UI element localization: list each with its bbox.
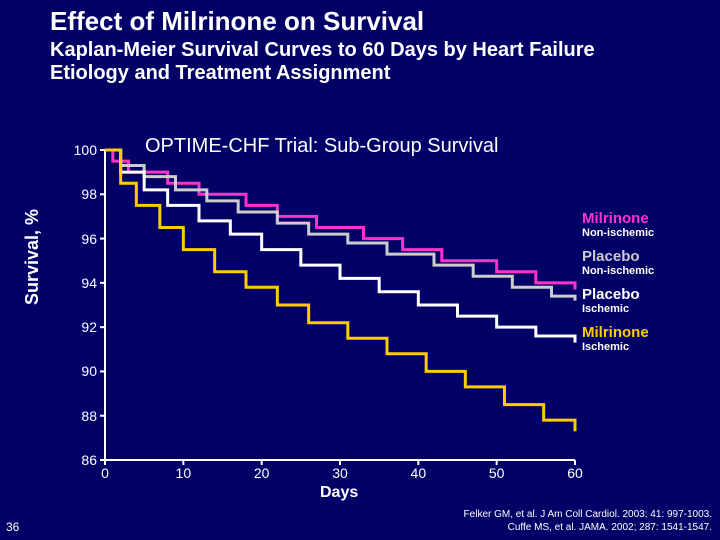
citation-line: Cuffe MS, et al. JAMA. 2002; 287: 1541-1… bbox=[464, 522, 712, 535]
legend-entry: MilrinoneNon-ischemic bbox=[582, 210, 712, 239]
series-milrinone_ischemic bbox=[105, 150, 575, 431]
legend-name: Milrinone bbox=[582, 210, 712, 227]
ytick-label: 100 bbox=[67, 142, 97, 158]
slide-subtitle: Kaplan-Meier Survival Curves to 60 Days … bbox=[0, 37, 720, 85]
chart-legend: MilrinoneNon-ischemicPlaceboNon-ischemic… bbox=[582, 210, 712, 362]
xtick-label: 10 bbox=[168, 465, 198, 481]
legend-sub: Ischemic bbox=[582, 341, 712, 353]
slide-title: Effect of Milrinone on Survival bbox=[0, 0, 720, 37]
ytick-label: 94 bbox=[67, 275, 97, 291]
legend-sub: Ischemic bbox=[582, 303, 712, 315]
chart-svg bbox=[105, 150, 575, 460]
legend-name: Placebo bbox=[582, 286, 712, 303]
ytick-label: 98 bbox=[67, 186, 97, 202]
ytick-label: 92 bbox=[67, 319, 97, 335]
legend-sub: Non-ischemic bbox=[582, 227, 712, 239]
legend-name: Placebo bbox=[582, 248, 712, 265]
xtick-label: 50 bbox=[482, 465, 512, 481]
x-axis-label: Days bbox=[320, 484, 358, 502]
legend-name: Milrinone bbox=[582, 324, 712, 341]
slide-number: 36 bbox=[6, 520, 19, 534]
xtick-label: 40 bbox=[403, 465, 433, 481]
xtick-label: 20 bbox=[247, 465, 277, 481]
survival-chart: 868890929496981000102030405060 bbox=[105, 150, 575, 460]
ytick-label: 90 bbox=[67, 363, 97, 379]
legend-sub: Non-ischemic bbox=[582, 265, 712, 277]
xtick-label: 30 bbox=[325, 465, 355, 481]
citation-line: Felker GM, et al. J Am Coll Cardiol. 200… bbox=[464, 509, 712, 522]
xtick-label: 60 bbox=[560, 465, 590, 481]
citation-block: Felker GM, et al. J Am Coll Cardiol. 200… bbox=[464, 509, 712, 534]
y-axis-label: Survival, % bbox=[22, 209, 43, 305]
ytick-label: 88 bbox=[67, 408, 97, 424]
xtick-label: 0 bbox=[90, 465, 120, 481]
legend-entry: PlaceboNon-ischemic bbox=[582, 248, 712, 277]
legend-entry: MilrinoneIschemic bbox=[582, 324, 712, 353]
ytick-label: 96 bbox=[67, 231, 97, 247]
legend-entry: PlaceboIschemic bbox=[582, 286, 712, 315]
